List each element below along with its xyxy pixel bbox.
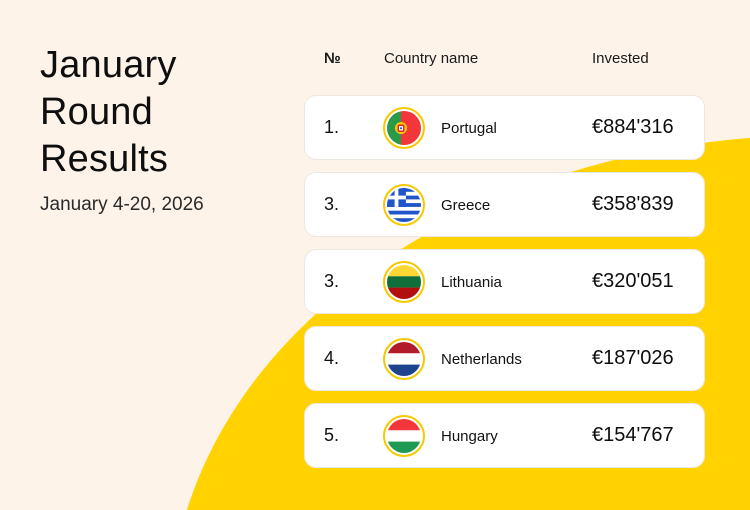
page-title: January Round Results (40, 42, 280, 183)
table-row: 3. Greece €358'839 (304, 172, 705, 237)
country-name: Hungary (441, 428, 498, 445)
country-name: Lithuania (441, 274, 502, 291)
invested-amount: €358'839 (592, 193, 674, 215)
header-country: Country name (384, 50, 479, 67)
date-range: January 4-20, 2026 (40, 194, 204, 215)
table-header: № Country name Invested (0, 50, 750, 70)
netherlands-flag-icon (383, 338, 425, 380)
row-rank: 3. (324, 194, 340, 214)
header-number: № (324, 50, 341, 67)
invested-amount: €884'316 (592, 116, 674, 138)
title-line-1: January (40, 44, 177, 86)
row-rank: 1. (324, 117, 340, 137)
table-row: 4. Netherlands €187'026 (304, 326, 705, 391)
row-rank: 4. (324, 348, 340, 368)
invested-amount: €154'767 (592, 424, 674, 446)
country-name: Greece (441, 197, 491, 214)
title-line-2: Round (40, 91, 153, 133)
title-line-3: Results (40, 138, 169, 180)
row-rank: 5. (324, 425, 340, 445)
table-row: 1. Portugal €884'316 (304, 95, 705, 160)
invested-amount: €320'051 (592, 270, 674, 292)
greece-flag-icon (383, 184, 425, 226)
row-rank: 3. (324, 271, 340, 291)
portugal-flag-icon (383, 107, 425, 149)
table-row: 5. Hungary €154'767 (304, 403, 705, 468)
country-name: Netherlands (441, 351, 522, 368)
country-name: Portugal (441, 120, 497, 137)
header-invested: Invested (592, 50, 649, 67)
invested-amount: €187'026 (592, 347, 674, 369)
lithuania-flag-icon (383, 261, 425, 303)
hungary-flag-icon (383, 415, 425, 457)
table-row: 3. Lithuania €320'051 (304, 249, 705, 314)
